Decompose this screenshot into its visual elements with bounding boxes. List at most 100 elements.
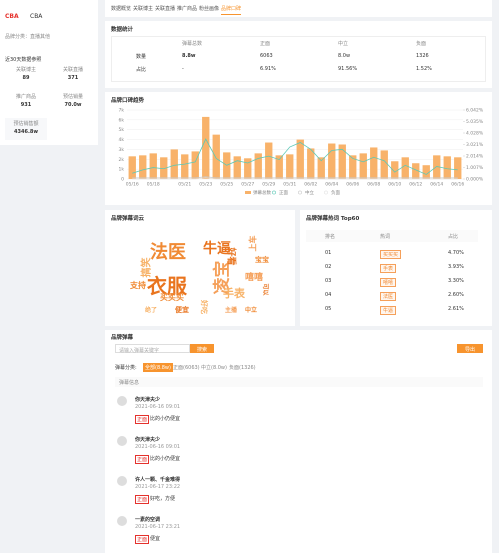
filter[interactable]: 全部(8.8w) [143,363,173,372]
search-button[interactable]: 搜索 [190,344,214,353]
tab[interactable]: 推广商品 [177,6,198,12]
y-tick-label: 2k [119,157,125,163]
text: 比的小仍便宜 [150,416,181,422]
search-input[interactable]: 请输入弹幕关键字 [115,344,190,354]
x-tick-label: 06/10 [388,182,401,188]
word: 好看 [225,247,236,266]
word: 好吃 [200,300,208,314]
line [132,177,458,180]
bar [307,148,315,179]
y2-tick-label: 0.000% [466,177,484,183]
text: 便宜 [150,536,161,542]
stat-label: 推广商品 [15,94,36,100]
tab[interactable]: 品牌口碑 [221,5,242,15]
stat-value: 931 [20,102,32,108]
bar [370,147,378,179]
table-cell: 01 [325,250,332,256]
stat-label: 关联博主 [15,67,36,73]
table-cell: 05 [325,306,332,312]
line [132,138,458,175]
legend-swatch [324,190,328,195]
user: 一素的空调 [135,517,161,523]
tab[interactable]: 关联博主 [133,6,154,12]
tab[interactable]: 关联直播 [155,6,176,12]
bar [202,116,210,179]
table-cell: 占比 [136,67,147,73]
bar [128,156,136,179]
bar [181,154,189,179]
filter[interactable]: 负面(1326) [229,365,256,371]
word: 便宜 [175,306,189,314]
bar [317,157,325,179]
x-tick-label: 05/31 [283,182,296,188]
table-cell: 02 [325,264,332,270]
word: 中立 [245,307,258,314]
table-header: 弹幕总数 [182,41,203,47]
table-cell: 3.93% [448,264,464,270]
stat-label: 关联直播 [62,67,83,73]
user: 你天津夫少 [135,397,161,403]
bar [212,134,220,179]
legend-label: 中立 [305,189,314,196]
bar [265,142,273,179]
word: 主播 [225,307,238,314]
filter[interactable]: 中立(8.0w) [201,365,227,371]
x-tick-label: 05/29 [262,182,275,188]
time: 2021-06-16 09:01 [135,444,181,450]
y-tick-label: 1k [119,167,125,173]
stat-value: 4346.8w [14,129,38,135]
bar [433,155,441,179]
legend-label: 负面 [331,189,340,196]
table-header: 占比 [448,234,459,240]
filter[interactable]: 正面(6063) [173,365,200,371]
bar [422,165,430,179]
section-title: 数据统计 [111,27,134,33]
y-tick-label: 7k [119,108,125,114]
tab[interactable]: 数据概览 [111,6,132,12]
period: 近30天数据参照 [5,57,42,63]
y2-tick-label: 2.014% [466,154,484,160]
tab[interactable]: 粉丝画像 [199,6,220,12]
section-title: 品牌弹幕词云 [111,216,145,222]
list-header: 弹幕信息 [115,377,483,387]
bar [275,155,283,179]
legend-swatch [298,190,302,195]
word: 买买买 [160,293,184,302]
word: 绝了 [145,307,158,314]
logo: CBA [5,13,19,20]
tag: 正面 [135,455,150,464]
x-tick-label: 06/02 [304,182,317,188]
table-cell: 04 [325,292,332,298]
bar [328,143,336,179]
y2-tick-label: 4.028% [466,131,484,137]
table-cell: 8.0w [338,53,351,59]
time: 2021-06-16 09:01 [135,404,181,410]
table-cell: 6.91% [260,66,276,72]
bar [443,156,451,179]
table-cell: 03 [325,278,332,284]
bar [296,139,304,179]
top60-card: 品牌弹幕热词 Top60 排名 热词 占比 01 买买买 4.70% 02 手表 3.93% 03… [300,210,492,326]
word: 牛逼 [203,241,231,257]
bar [391,161,399,179]
x-tick-label: 06/06 [346,182,359,188]
table-cell: 数量 [136,54,147,60]
x-tick-label: 05/23 [199,182,212,188]
time: 2021-06-17 23:22 [135,484,181,490]
table-cell: 8.8w [182,53,196,59]
legend-label: 弹幕总数 [253,189,271,196]
sidebar: CBA CBA 品牌分类：直播其他 近30天数据参照 关联博主 89 关联直播 371… [0,0,98,145]
stat-label: 预估销量 [62,94,83,100]
y-tick-label: 6k [119,117,125,123]
time: 2021-06-17 23:21 [135,524,181,530]
tag: 正面 [135,415,150,424]
x-tick-label: 05/18 [147,182,160,188]
export-button[interactable]: 导出 [457,344,483,353]
filter-label: 弹幕分类: [115,365,137,371]
table-cell: 1.52% [416,66,432,72]
table-cell: 91.56% [338,66,358,72]
tag: 正面 [135,535,150,544]
x-tick-label: 05/27 [241,182,254,188]
avatar [117,396,127,406]
wordcloud-card: 品牌弹幕词云 法医 衣服 凌宝 牛逼 手表 上车 好看 搞笑 买买买 嘻嘻 支持 便宜 好吃 宝宝 主播 绝了… [105,210,295,326]
